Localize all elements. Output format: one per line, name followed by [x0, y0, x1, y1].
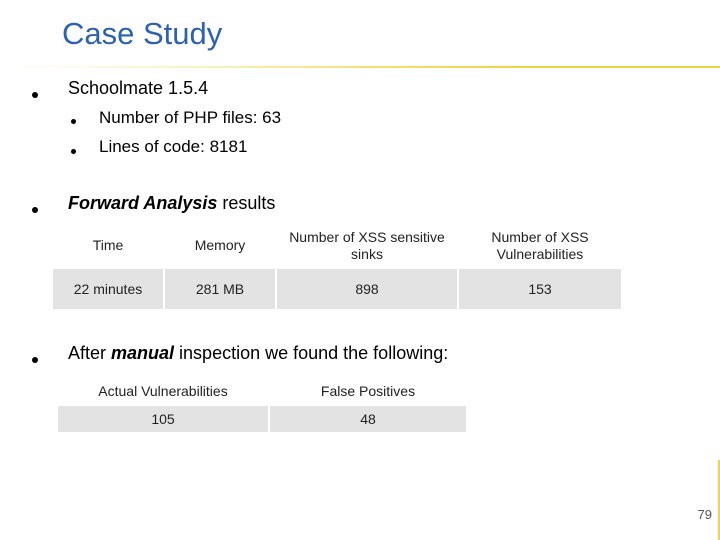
table-cell: 153 [457, 267, 621, 309]
forward-analysis-emphasis: Forward Analysis [68, 193, 218, 213]
forward-analysis-table: Time Memory Number of XSS sensitive sink… [53, 224, 621, 309]
table-cell: 48 [268, 404, 466, 432]
table-row: 22 minutes 281 MB 898 153 [53, 267, 621, 309]
table-header-row: Time Memory Number of XSS sensitive sink… [53, 224, 621, 267]
bullet-schoolmate: Schoolmate 1.5.4 [68, 78, 209, 98]
table-cell: 22 minutes [53, 267, 163, 309]
table-header-cell: Actual Vulnerabilities [98, 382, 228, 399]
sub-bullet-dot [71, 149, 76, 154]
page-number: 79 [697, 507, 712, 522]
forward-analysis-rest: results [217, 193, 276, 213]
bullet-forward-analysis: Forward Analysis results [68, 193, 275, 214]
table-cell: 105 [58, 404, 268, 432]
table-cell: 281 MB [163, 267, 275, 309]
table-header-cell: Memory [163, 224, 275, 267]
table-header-cell: Number of XSS Vulnerabilities [457, 224, 621, 267]
table-header-row: Actual Vulnerabilities False Positives [58, 378, 466, 404]
table-cell: 898 [275, 267, 457, 309]
manual-emphasis: manual [111, 343, 175, 363]
bullet-dot [32, 92, 38, 98]
table-header-cell: Time [92, 237, 124, 254]
slide-title: Case Study [62, 16, 223, 51]
sub-bullet-php-files: Number of PHP files: 63 [99, 108, 282, 127]
table-header-cell: Number of XSS sensitive sinks [275, 224, 457, 267]
title-divider [0, 66, 720, 68]
sub-bullet-dot [71, 119, 76, 124]
bullet-manual-inspection: After manual inspection we found the fol… [68, 343, 448, 364]
bullet-dot [32, 207, 38, 213]
manual-inspection-table: Actual Vulnerabilities False Positives 1… [58, 378, 466, 432]
manual-before: After [68, 343, 112, 363]
manual-after: inspection we found the following: [174, 343, 449, 363]
sub-bullet-lines-of-code: Lines of code: 8181 [99, 137, 248, 156]
table-row: 105 48 [58, 404, 466, 432]
bullet-dot [32, 357, 38, 363]
table-header-cell: False Positives [268, 378, 466, 404]
accent-bar [718, 460, 720, 540]
